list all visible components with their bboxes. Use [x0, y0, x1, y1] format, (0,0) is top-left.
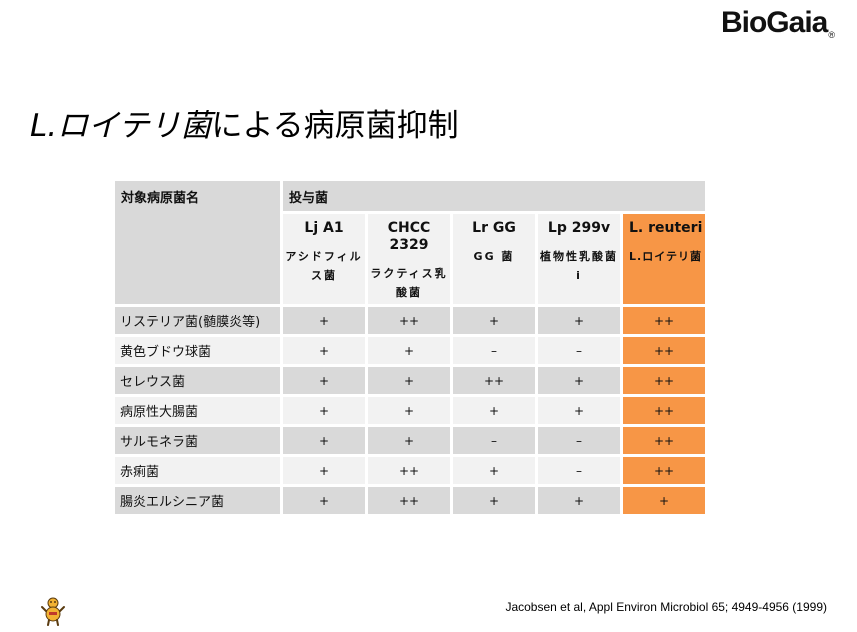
table-row: 黄色ブドウ球菌 + + – – ++	[115, 337, 706, 364]
table-row: 赤痢菌 + ++ + – ++	[115, 457, 706, 484]
inhibition-value: +	[538, 367, 620, 394]
inhibition-value: –	[538, 427, 620, 454]
pathogen-name: セレウス菌	[115, 367, 280, 394]
column-header-3: Lp 299v 植物性乳酸菌 i	[538, 214, 620, 304]
inhibition-value: ++	[623, 457, 706, 484]
mascot-icon	[41, 597, 65, 626]
column-japanese-name: 植物性乳酸菌 i	[540, 250, 618, 282]
table-row: リステリア菌(髄膜炎等) + ++ + + ++	[115, 307, 706, 334]
column-japanese-name: L.ロイテリ菌	[629, 250, 702, 263]
column-header-1: CHCC 2329 ラクティス乳酸菌	[368, 214, 450, 304]
column-name: CHCC 2329	[387, 220, 431, 253]
inhibition-value: +	[538, 487, 620, 514]
pathogen-name: サルモネラ菌	[115, 427, 280, 454]
inhibition-value: +	[283, 337, 365, 364]
pathogen-name: 黄色ブドウ球菌	[115, 337, 280, 364]
inhibition-value: +	[368, 337, 450, 364]
column-name: Lr GG	[472, 220, 516, 236]
inhibition-value: ++	[623, 397, 706, 424]
corner-header: 対象病原菌名	[115, 181, 280, 304]
column-header-0: Lj A1 アシドフィルス菌	[283, 214, 365, 304]
group-header: 投与菌	[283, 181, 706, 211]
inhibition-value: ++	[368, 487, 450, 514]
inhibition-value: ++	[368, 457, 450, 484]
pathogen-name: 赤痢菌	[115, 457, 280, 484]
column-header-2: Lr GG GG 菌	[453, 214, 535, 304]
inhibition-value: ++	[623, 427, 706, 454]
biogaia-logo: BioGaia®	[721, 6, 835, 40]
inhibition-value: +	[623, 487, 706, 514]
inhibition-value: –	[538, 337, 620, 364]
citation: Jacobsen et al, Appl Environ Microbiol 6…	[505, 600, 827, 614]
column-name: L. reuteri	[629, 220, 703, 236]
inhibition-value: +	[453, 487, 535, 514]
inhibition-value: ++	[453, 367, 535, 394]
inhibition-value: ++	[368, 307, 450, 334]
column-name: Lj A1	[304, 220, 344, 236]
inhibition-value: +	[283, 397, 365, 424]
inhibition-table: 対象病原菌名 投与菌 Lj A1 アシドフィルス菌 CHCC 2329 ラクティス乳酸…	[112, 178, 708, 517]
inhibition-value: +	[538, 307, 620, 334]
inhibition-value: +	[283, 487, 365, 514]
logo-text: BioGaia	[720, 6, 828, 39]
inhibition-value: +	[453, 457, 535, 484]
inhibition-value: +	[453, 397, 535, 424]
inhibition-value: +	[368, 367, 450, 394]
table-row: セレウス菌 + + ++ + ++	[115, 367, 706, 394]
pathogen-name: 腸炎エルシニア菌	[115, 487, 280, 514]
slide-title: L.ロイテリ菌による病原菌抑制	[30, 100, 459, 145]
table-row: 腸炎エルシニア菌 + ++ + + +	[115, 487, 706, 514]
pathogen-name: リステリア菌(髄膜炎等)	[115, 307, 280, 334]
inhibition-value: +	[453, 307, 535, 334]
inhibition-value: –	[453, 427, 535, 454]
title-italic-part: L.ロイテリ菌	[30, 108, 212, 144]
table-row: サルモネラ菌 + + – – ++	[115, 427, 706, 454]
inhibition-value: +	[368, 397, 450, 424]
title-rest-part: による病原菌抑制	[211, 108, 459, 144]
inhibition-value: +	[538, 397, 620, 424]
table-body: リステリア菌(髄膜炎等) + ++ + + ++ 黄色ブドウ球菌 + + – – ++ セレウス菌 + + +…	[115, 307, 706, 514]
table-row: 病原性大腸菌 + + + + ++	[115, 397, 706, 424]
pathogen-name: 病原性大腸菌	[115, 397, 280, 424]
inhibition-value: +	[283, 427, 365, 454]
inhibition-value: ++	[623, 307, 706, 334]
column-name: Lp 299v	[547, 220, 611, 236]
inhibition-value: ++	[623, 337, 706, 364]
inhibition-value: –	[453, 337, 535, 364]
column-japanese-name: アシドフィルス菌	[285, 250, 363, 282]
column-header-4: L. reuteri L.ロイテリ菌	[623, 214, 706, 304]
column-japanese-name: ラクティス乳酸菌	[370, 267, 448, 299]
column-japanese-name: GG 菌	[473, 250, 515, 263]
inhibition-value: +	[368, 427, 450, 454]
inhibition-value: +	[283, 367, 365, 394]
inhibition-value: –	[538, 457, 620, 484]
inhibition-value: +	[283, 307, 365, 334]
inhibition-value: ++	[623, 367, 706, 394]
registered-mark: ®	[828, 30, 835, 40]
inhibition-value: +	[283, 457, 365, 484]
